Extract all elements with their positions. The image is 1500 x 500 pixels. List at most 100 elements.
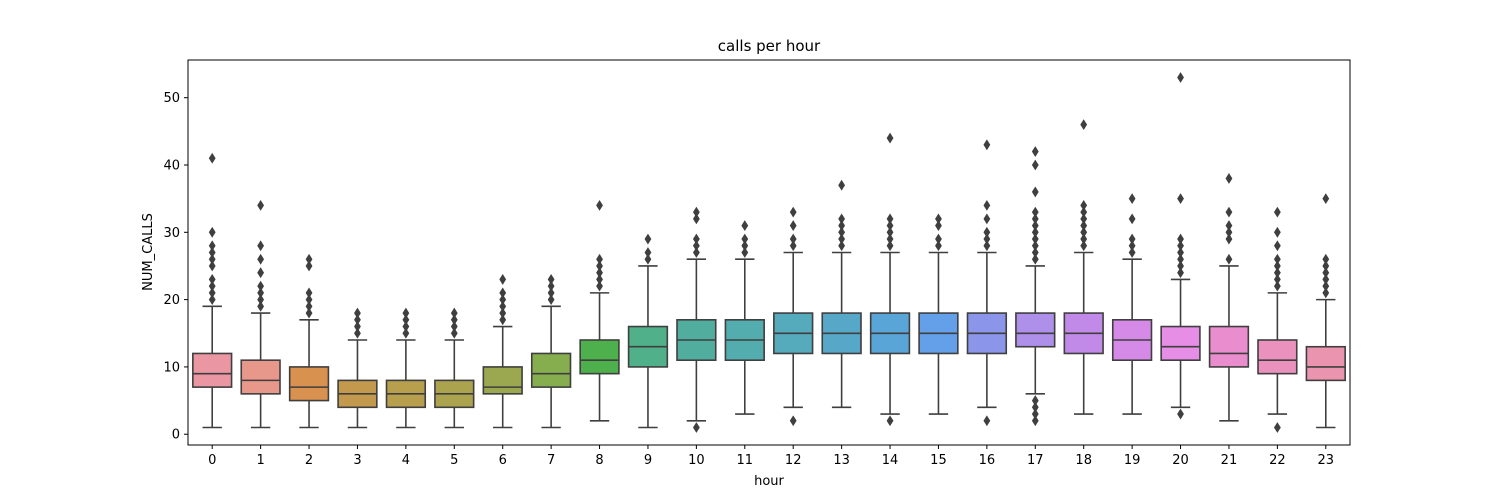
- outlier-point: [1031, 226, 1039, 238]
- x-tick-label: 7: [547, 453, 555, 468]
- outlier-point: [1128, 213, 1136, 225]
- y-tick-label: 50: [163, 91, 180, 106]
- outlier-point: [1225, 226, 1233, 238]
- outlier-point: [1128, 233, 1136, 245]
- outlier-point: [1225, 173, 1233, 184]
- outlier-point: [354, 321, 361, 332]
- outlier-point: [1273, 206, 1281, 218]
- outlier-point: [208, 294, 216, 306]
- outlier-point: [983, 226, 991, 238]
- outlier-point: [886, 226, 894, 238]
- box-group: [385, 307, 427, 429]
- x-tick-label: 20: [1172, 453, 1189, 468]
- outlier-point: [886, 132, 894, 144]
- outlier-point: [208, 280, 216, 292]
- outlier-point: [886, 213, 894, 225]
- box-group: [482, 274, 523, 429]
- box: [192, 352, 233, 388]
- box: [1160, 325, 1201, 361]
- outlier-point: [886, 415, 894, 427]
- box: [240, 359, 281, 395]
- outlier-point: [1273, 280, 1281, 292]
- outlier-point: [1031, 206, 1039, 218]
- outlier-point: [257, 280, 265, 292]
- outlier-point: [1177, 260, 1184, 272]
- outlier-point: [1031, 186, 1039, 198]
- outlier-point: [1031, 159, 1039, 171]
- outlier-point: [402, 314, 410, 326]
- outlier-point: [257, 287, 265, 299]
- outlier-point: [1128, 247, 1136, 258]
- outlier-point: [1080, 226, 1088, 238]
- x-tick-label: 2: [305, 453, 313, 468]
- outlier-point: [1273, 422, 1281, 433]
- outlier-point: [1322, 260, 1330, 272]
- outlier-point: [305, 287, 313, 299]
- outlier-point: [1322, 287, 1330, 299]
- outlier-point: [450, 327, 458, 339]
- outlier-point: [838, 220, 846, 231]
- box-group: [918, 213, 959, 415]
- outlier-point: [983, 240, 991, 252]
- outlier-point: [596, 280, 603, 292]
- chart-title: calls per hour: [718, 37, 821, 55]
- outlier-point: [1031, 220, 1039, 231]
- outlier-point: [1080, 220, 1088, 231]
- box-group: [1160, 72, 1201, 420]
- outlier-point: [208, 226, 216, 238]
- outlier-point: [547, 287, 555, 299]
- outlier-point: [1273, 260, 1281, 272]
- outlier-point: [644, 233, 652, 245]
- box-group: [627, 233, 669, 429]
- box: [1257, 339, 1298, 375]
- y-tick-label: 20: [163, 293, 180, 308]
- box-group: [579, 199, 620, 422]
- x-tick-label: 18: [1075, 453, 1092, 468]
- outlier-point: [692, 206, 700, 218]
- outlier-point: [741, 233, 749, 245]
- box-group: [192, 152, 233, 429]
- box-group: [240, 199, 281, 429]
- outlier-point: [257, 199, 265, 211]
- outlier-point: [257, 240, 265, 252]
- box-group: [724, 220, 765, 415]
- y-tick-label: 10: [163, 360, 180, 375]
- x-tick-label: 23: [1318, 453, 1335, 468]
- outlier-point: [1031, 253, 1039, 265]
- outlier-point: [1080, 233, 1088, 245]
- outlier-point: [1273, 267, 1281, 279]
- outlier-point: [1322, 193, 1330, 205]
- outlier-point: [208, 152, 216, 164]
- outlier-point: [450, 307, 458, 319]
- y-tick-label: 40: [163, 159, 180, 174]
- x-axis-title: hour: [754, 474, 784, 489]
- box-group: [821, 179, 862, 409]
- outlier-point: [1031, 233, 1039, 245]
- outlier-point: [983, 199, 991, 211]
- outlier-point: [208, 260, 216, 272]
- y-tick-label: 0: [172, 428, 180, 443]
- outlier-point: [208, 240, 216, 252]
- outlier-point: [1273, 274, 1281, 285]
- x-tick-label: 5: [450, 453, 458, 468]
- box-group: [337, 307, 378, 429]
- outlier-point: [257, 294, 265, 306]
- box-group: [1063, 119, 1104, 415]
- outlier-point: [596, 199, 603, 211]
- outlier-point: [692, 247, 700, 258]
- outlier-point: [789, 233, 797, 245]
- box: [1305, 345, 1346, 382]
- outlier-point: [838, 213, 846, 225]
- outlier-point: [886, 220, 894, 231]
- outlier-point: [1031, 401, 1039, 413]
- outlier-point: [499, 300, 507, 312]
- box-group: [1111, 193, 1153, 415]
- x-axis: 0 1 2 3 4 5 6 7 8 9 10 11 12 13 14 15 16 17 18 19 20 21 22 23: [208, 445, 1334, 468]
- outlier-point: [257, 267, 265, 279]
- outlier-point: [1225, 253, 1233, 265]
- outlier-point: [499, 287, 507, 299]
- outlier-point: [257, 300, 265, 312]
- outlier-point: [208, 274, 216, 285]
- x-tick-label: 15: [930, 453, 947, 468]
